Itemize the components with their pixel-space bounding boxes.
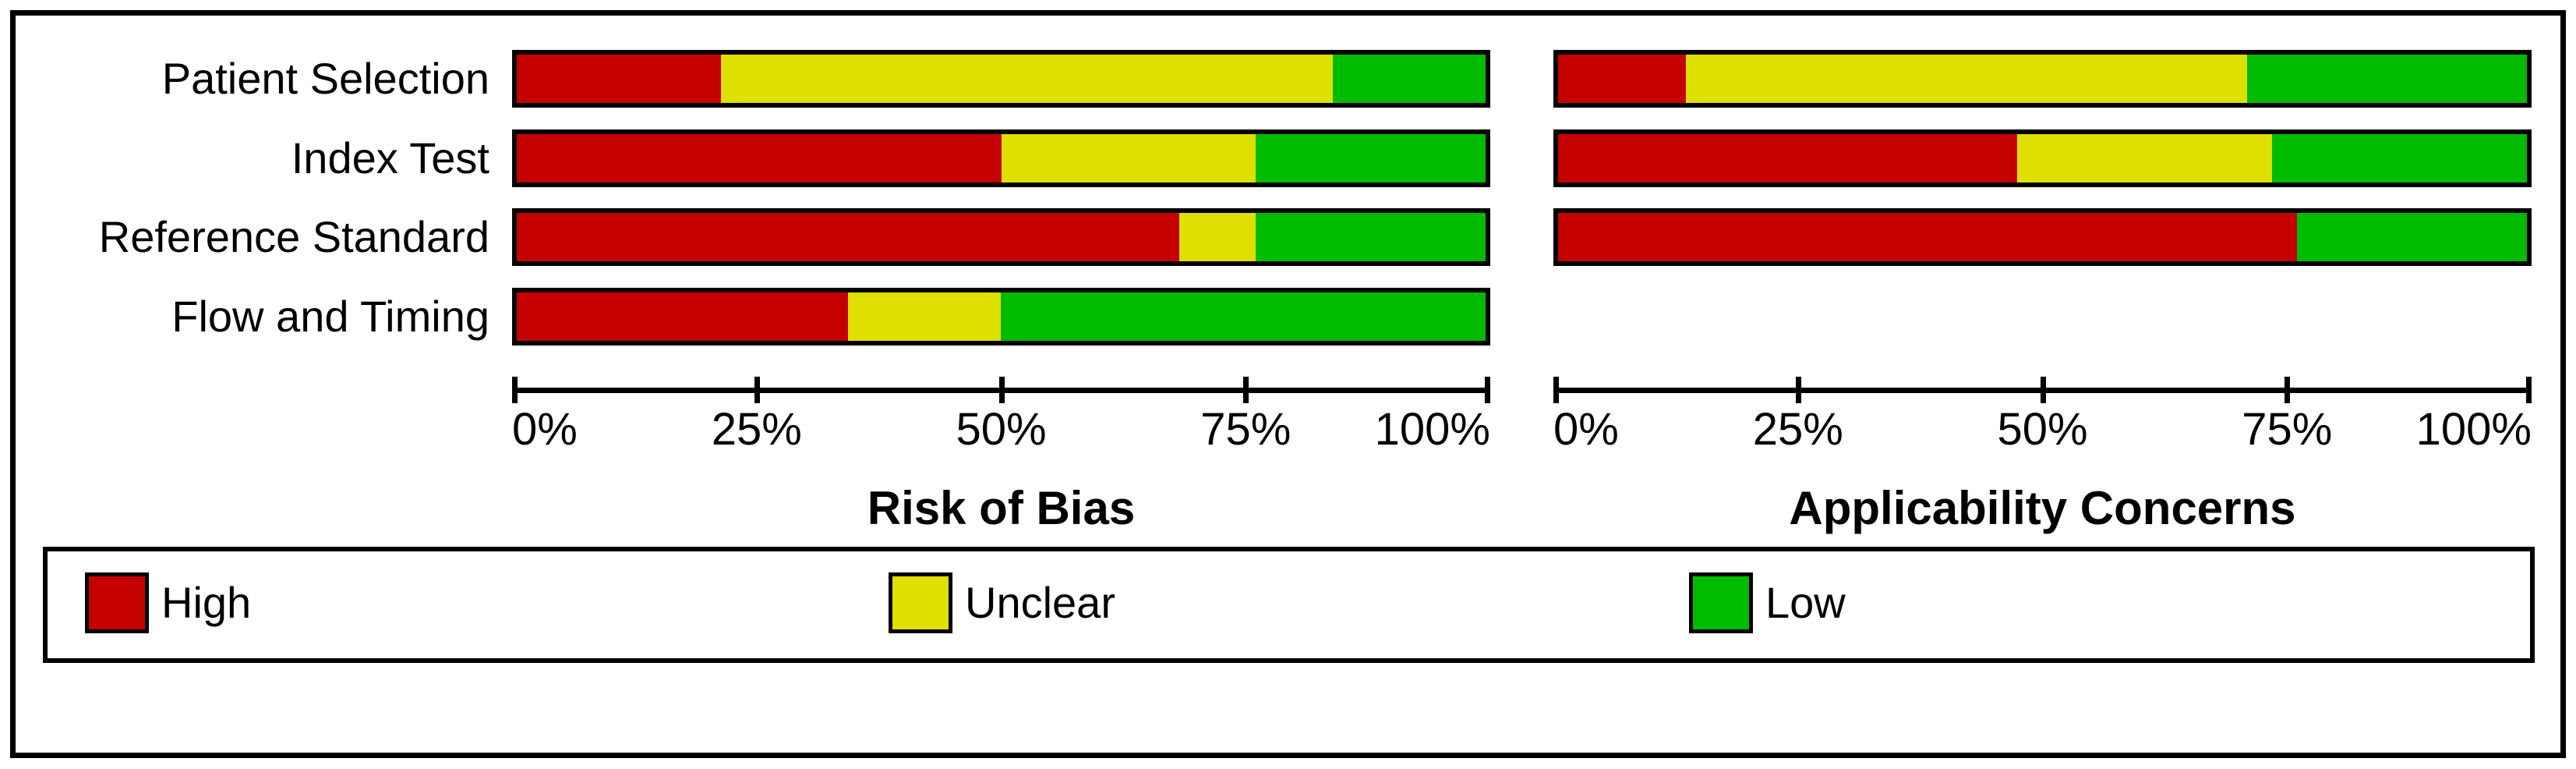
applicability-concerns-patient-selection-segment-unclear [1686,55,2247,103]
risk-of-bias-flow-and-timing-segment-unclear [848,292,1002,341]
risk-of-bias-tick-50 [998,377,1005,403]
risk-of-bias-flow-and-timing-segment-high [517,292,849,341]
applicability-concerns-patient-selection-segment-high [1558,55,1687,103]
legend-item-high: High [85,572,251,634]
category-label-flow-and-timing: Flow and Timing [171,292,489,341]
risk-of-bias-reference-standard-segment-high [517,213,1180,261]
legend-label-low: Low [1765,578,1846,627]
applicability-concerns-tick-label-25: 25% [1752,404,1843,455]
category-label-patient-selection: Patient Selection [161,54,489,103]
applicability-concerns-tick-label-50: 50% [1997,404,2088,455]
risk-of-bias-bar-patient-selection [512,50,1490,108]
applicability-concerns-tick-75 [2284,377,2291,403]
applicability-concerns-bar-index-test [1553,129,2532,187]
risk-of-bias-tick-label-75: 75% [1200,404,1292,455]
applicability-concerns-reference-standard-segment-low [2297,213,2527,261]
legend-box [43,547,2535,663]
risk-of-bias-bar-index-test [512,129,1490,187]
chart-title-applicability-concerns: Applicability Concerns [1789,482,2296,534]
applicability-concerns-tick-label-100: 100% [2415,404,2532,455]
outer-frame [10,10,2566,758]
applicability-concerns-tick-label-75: 75% [2242,404,2333,455]
category-label-reference-standard: Reference Standard [98,212,489,261]
legend-label-unclear: Unclear [965,578,1115,627]
applicability-concerns-index-test-segment-low [2272,134,2527,183]
risk-of-bias-patient-selection-segment-low [1332,55,1486,103]
applicability-concerns-reference-standard-segment-high [1558,213,2298,261]
risk-of-bias-bar-reference-standard [512,208,1490,266]
applicability-concerns-bar-reference-standard [1553,208,2532,266]
legend-label-high: High [161,578,252,627]
risk-of-bias-index-test-segment-high [517,134,1002,183]
category-label-index-test: Index Test [291,133,489,183]
legend-swatch-unclear [889,572,952,633]
risk-of-bias-tick-25 [754,377,760,403]
risk-of-bias-tick-label-25: 25% [711,404,802,455]
applicability-concerns-tick-100 [2526,377,2532,403]
applicability-concerns-tick-label-0: 0% [1553,404,1619,455]
applicability-concerns-tick-0 [1553,377,1559,403]
risk-of-bias-tick-0 [512,377,518,403]
applicability-concerns-index-test-segment-high [1558,134,2018,183]
legend-item-low: Low [1689,572,1846,634]
applicability-concerns-bar-patient-selection [1553,50,2532,108]
risk-of-bias-bar-flow-and-timing [512,288,1490,346]
risk-of-bias-tick-label-100: 100% [1374,404,1490,455]
legend-swatch-high [85,572,149,633]
risk-of-bias-patient-selection-segment-unclear [721,55,1333,103]
risk-of-bias-index-test-segment-low [1256,134,1486,183]
risk-of-bias-index-test-segment-unclear [1001,134,1256,183]
risk-of-bias-tick-label-50: 50% [956,404,1047,455]
risk-of-bias-tick-75 [1243,377,1249,403]
risk-of-bias-reference-standard-segment-low [1256,213,1486,261]
risk-of-bias-tick-100 [1485,377,1490,403]
applicability-concerns-tick-25 [1795,377,1801,403]
applicability-concerns-tick-50 [2040,377,2046,403]
chart-title-risk-of-bias: Risk of Bias [867,482,1136,534]
risk-of-bias-flow-and-timing-segment-low [1001,292,1486,341]
applicability-concerns-index-test-segment-unclear [2017,134,2273,183]
legend-item-unclear: Unclear [889,572,1115,634]
risk-of-bias-reference-standard-segment-unclear [1179,213,1256,261]
applicability-concerns-patient-selection-segment-low [2246,55,2527,103]
legend-swatch-low [1689,572,1753,633]
risk-of-bias-patient-selection-segment-high [517,55,722,103]
risk-of-bias-tick-label-0: 0% [512,404,578,455]
